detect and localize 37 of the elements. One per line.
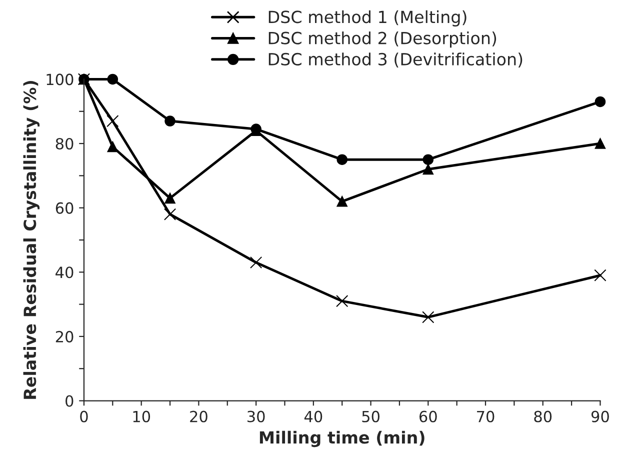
x-tick-label: 60 <box>419 410 437 422</box>
x-tick-label: 70 <box>477 410 494 422</box>
x-tick-label: 50 <box>362 410 380 422</box>
y-tick-label: 100 <box>46 74 74 86</box>
y-tick-label: 60 <box>56 202 74 214</box>
legend-label: DSC method 3 (Devitrification) <box>268 52 522 68</box>
y-tick-label: 0 <box>66 395 74 407</box>
point <box>594 96 606 108</box>
point <box>422 154 434 165</box>
x-tick-label: 10 <box>133 410 150 422</box>
point <box>594 269 606 282</box>
point <box>164 192 176 204</box>
x-tick-label: 30 <box>248 410 265 422</box>
point <box>164 116 176 126</box>
point <box>164 208 176 220</box>
point <box>422 164 434 175</box>
point <box>594 138 606 149</box>
point <box>250 256 262 269</box>
x-tick-label: 80 <box>534 410 552 422</box>
y-tick-label: 40 <box>56 266 74 278</box>
x-tick-label: 90 <box>591 410 609 422</box>
y-tick-label: 20 <box>56 330 74 342</box>
x-axis-title: Milling time (min) <box>260 430 424 448</box>
legend-label: DSC method 2 (Desorption) <box>268 31 496 48</box>
point <box>107 141 118 152</box>
x-tick-label: 20 <box>190 410 208 422</box>
point <box>107 74 118 85</box>
x-tick-label: 0 <box>80 410 88 422</box>
point <box>422 311 434 324</box>
point <box>336 154 348 165</box>
y-axis-title: Relative Residual Crystallinity (%) <box>23 81 40 399</box>
x-tick-label: 40 <box>304 410 322 422</box>
point <box>336 196 348 207</box>
point <box>336 295 348 308</box>
point <box>106 114 119 128</box>
legend-label: DSC method 1 (Melting) <box>268 10 466 26</box>
y-tick-label: 80 <box>56 138 74 150</box>
